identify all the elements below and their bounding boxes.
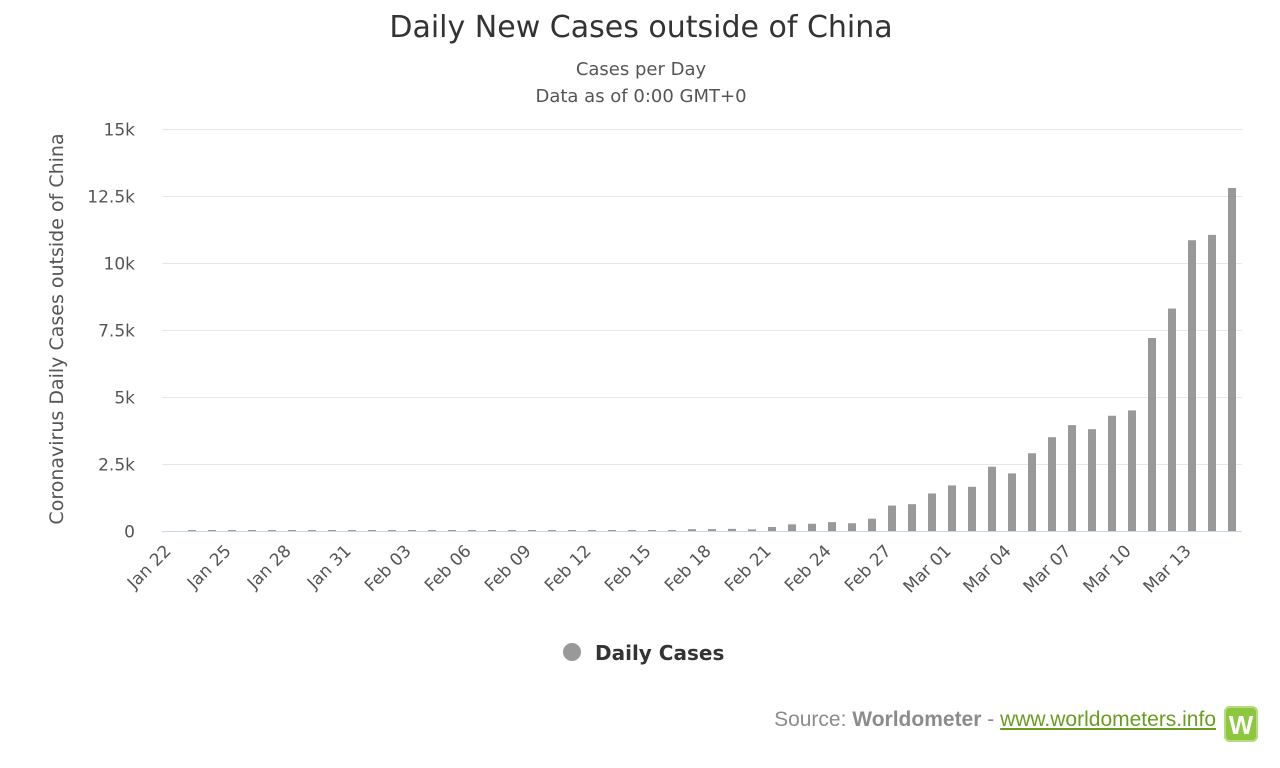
bar[interactable] (848, 523, 856, 531)
bar[interactable] (788, 524, 796, 531)
x-tick-label: Feb 12 (541, 541, 596, 596)
y-tick-label: 7.5k (98, 322, 135, 342)
bar[interactable] (388, 530, 396, 531)
bar[interactable] (488, 530, 496, 531)
bar[interactable] (808, 523, 816, 531)
x-tick-label: Jan 22 (123, 541, 176, 594)
y-axis-title: Coronavirus Daily Cases outside of China (46, 133, 68, 524)
bar[interactable] (328, 530, 336, 531)
chart-subtitle-line-2: Data as of 0:00 GMT+0 (535, 86, 746, 107)
bar[interactable] (468, 530, 476, 531)
bar[interactable] (908, 504, 916, 531)
bar[interactable] (1148, 338, 1156, 531)
y-tick-label: 12.5k (87, 188, 135, 208)
source-link[interactable]: www.worldometers.info (1000, 708, 1216, 731)
bar[interactable] (248, 530, 256, 531)
x-tick-label: Feb 15 (601, 541, 656, 596)
bar[interactable] (1068, 425, 1076, 531)
chart-subtitle-line-1: Cases per Day (576, 59, 707, 80)
x-tick-label: Feb 09 (481, 541, 536, 596)
bar[interactable] (408, 530, 416, 531)
bar[interactable] (928, 493, 936, 531)
bar[interactable] (768, 526, 776, 531)
x-tick-label: Feb 21 (721, 541, 776, 596)
bar[interactable] (728, 528, 736, 531)
bar[interactable] (1088, 429, 1096, 531)
bar[interactable] (1168, 308, 1176, 531)
bar[interactable] (528, 530, 536, 531)
x-tick-label: Jan 28 (243, 541, 296, 594)
bar[interactable] (668, 530, 676, 531)
y-tick-label: 15k (104, 121, 136, 141)
x-tick-label: Mar 10 (1080, 541, 1136, 597)
bar[interactable] (1228, 187, 1236, 531)
logo-letter: W (1229, 710, 1254, 740)
x-axis-tick-labels: Jan 22 Jan 25 Jan 28 Jan 31 Feb 03 Feb 06 Feb … (123, 541, 1196, 597)
x-tick-label: Mar 04 (960, 541, 1016, 597)
source-brand: Worldometer (852, 708, 982, 731)
bar[interactable] (348, 530, 356, 531)
source-prefix: Source: (774, 708, 853, 731)
bar[interactable] (508, 530, 516, 531)
source-credit: Source: Worldometer - www.worldometers.i… (774, 708, 1216, 732)
x-tick-label: Jan 31 (303, 541, 356, 594)
bar[interactable] (208, 530, 216, 531)
source-separator: - (981, 708, 1001, 731)
gridlines (162, 129, 1242, 465)
bar[interactable] (228, 530, 236, 531)
bar[interactable] (1208, 234, 1216, 532)
bar[interactable] (1028, 453, 1036, 531)
legend-marker-daily-cases (563, 643, 581, 661)
bar[interactable] (268, 530, 276, 531)
bar[interactable] (428, 530, 436, 531)
worldometer-logo-icon: W (1229, 710, 1254, 740)
bar-series-daily-cases (188, 187, 1236, 532)
x-tick-label: Mar 07 (1020, 541, 1076, 597)
x-tick-label: Feb 24 (781, 541, 836, 596)
bar[interactable] (588, 530, 596, 531)
x-tick-label: Feb 03 (361, 541, 416, 596)
bar[interactable] (948, 485, 956, 531)
bar[interactable] (548, 530, 556, 531)
bar[interactable] (708, 529, 716, 531)
x-tick-label: Feb 27 (841, 541, 896, 596)
bar[interactable] (1188, 240, 1196, 531)
x-tick-label: Feb 18 (661, 541, 716, 596)
bar[interactable] (628, 530, 636, 531)
y-tick-label: 2.5k (98, 456, 135, 476)
x-tick-label: Feb 06 (421, 541, 476, 596)
y-axis-tick-labels: 0 2.5k 5k 7.5k 10k 12.5k 15k (87, 121, 135, 543)
bar[interactable] (288, 530, 296, 531)
bar[interactable] (308, 530, 316, 531)
bar[interactable] (368, 530, 376, 531)
bar[interactable] (868, 518, 876, 531)
bar[interactable] (748, 529, 756, 531)
bar[interactable] (968, 486, 976, 531)
bar[interactable] (1108, 415, 1116, 531)
bar[interactable] (988, 466, 996, 531)
bar[interactable] (448, 530, 456, 531)
bar[interactable] (568, 530, 576, 531)
bar[interactable] (608, 530, 616, 531)
bar[interactable] (688, 529, 696, 531)
x-tick-label: Mar 13 (1140, 541, 1196, 597)
bar[interactable] (648, 530, 656, 531)
bar[interactable] (188, 530, 196, 531)
legend[interactable]: Daily Cases (563, 641, 724, 665)
y-tick-label: 10k (104, 255, 136, 275)
bar[interactable] (1048, 437, 1056, 531)
x-tick-label: Mar 01 (900, 541, 956, 597)
bar[interactable] (1008, 473, 1016, 531)
bar[interactable] (1128, 410, 1136, 531)
bar[interactable] (828, 522, 836, 531)
legend-label-daily-cases: Daily Cases (595, 641, 724, 665)
bar[interactable] (888, 505, 896, 531)
y-tick-label: 0 (124, 523, 135, 543)
worldometer-logo[interactable]: W (1224, 706, 1258, 742)
x-tick-label: Jan 25 (183, 541, 236, 594)
y-tick-label: 5k (114, 389, 135, 409)
chart-title: Daily New Cases outside of China (389, 10, 892, 45)
